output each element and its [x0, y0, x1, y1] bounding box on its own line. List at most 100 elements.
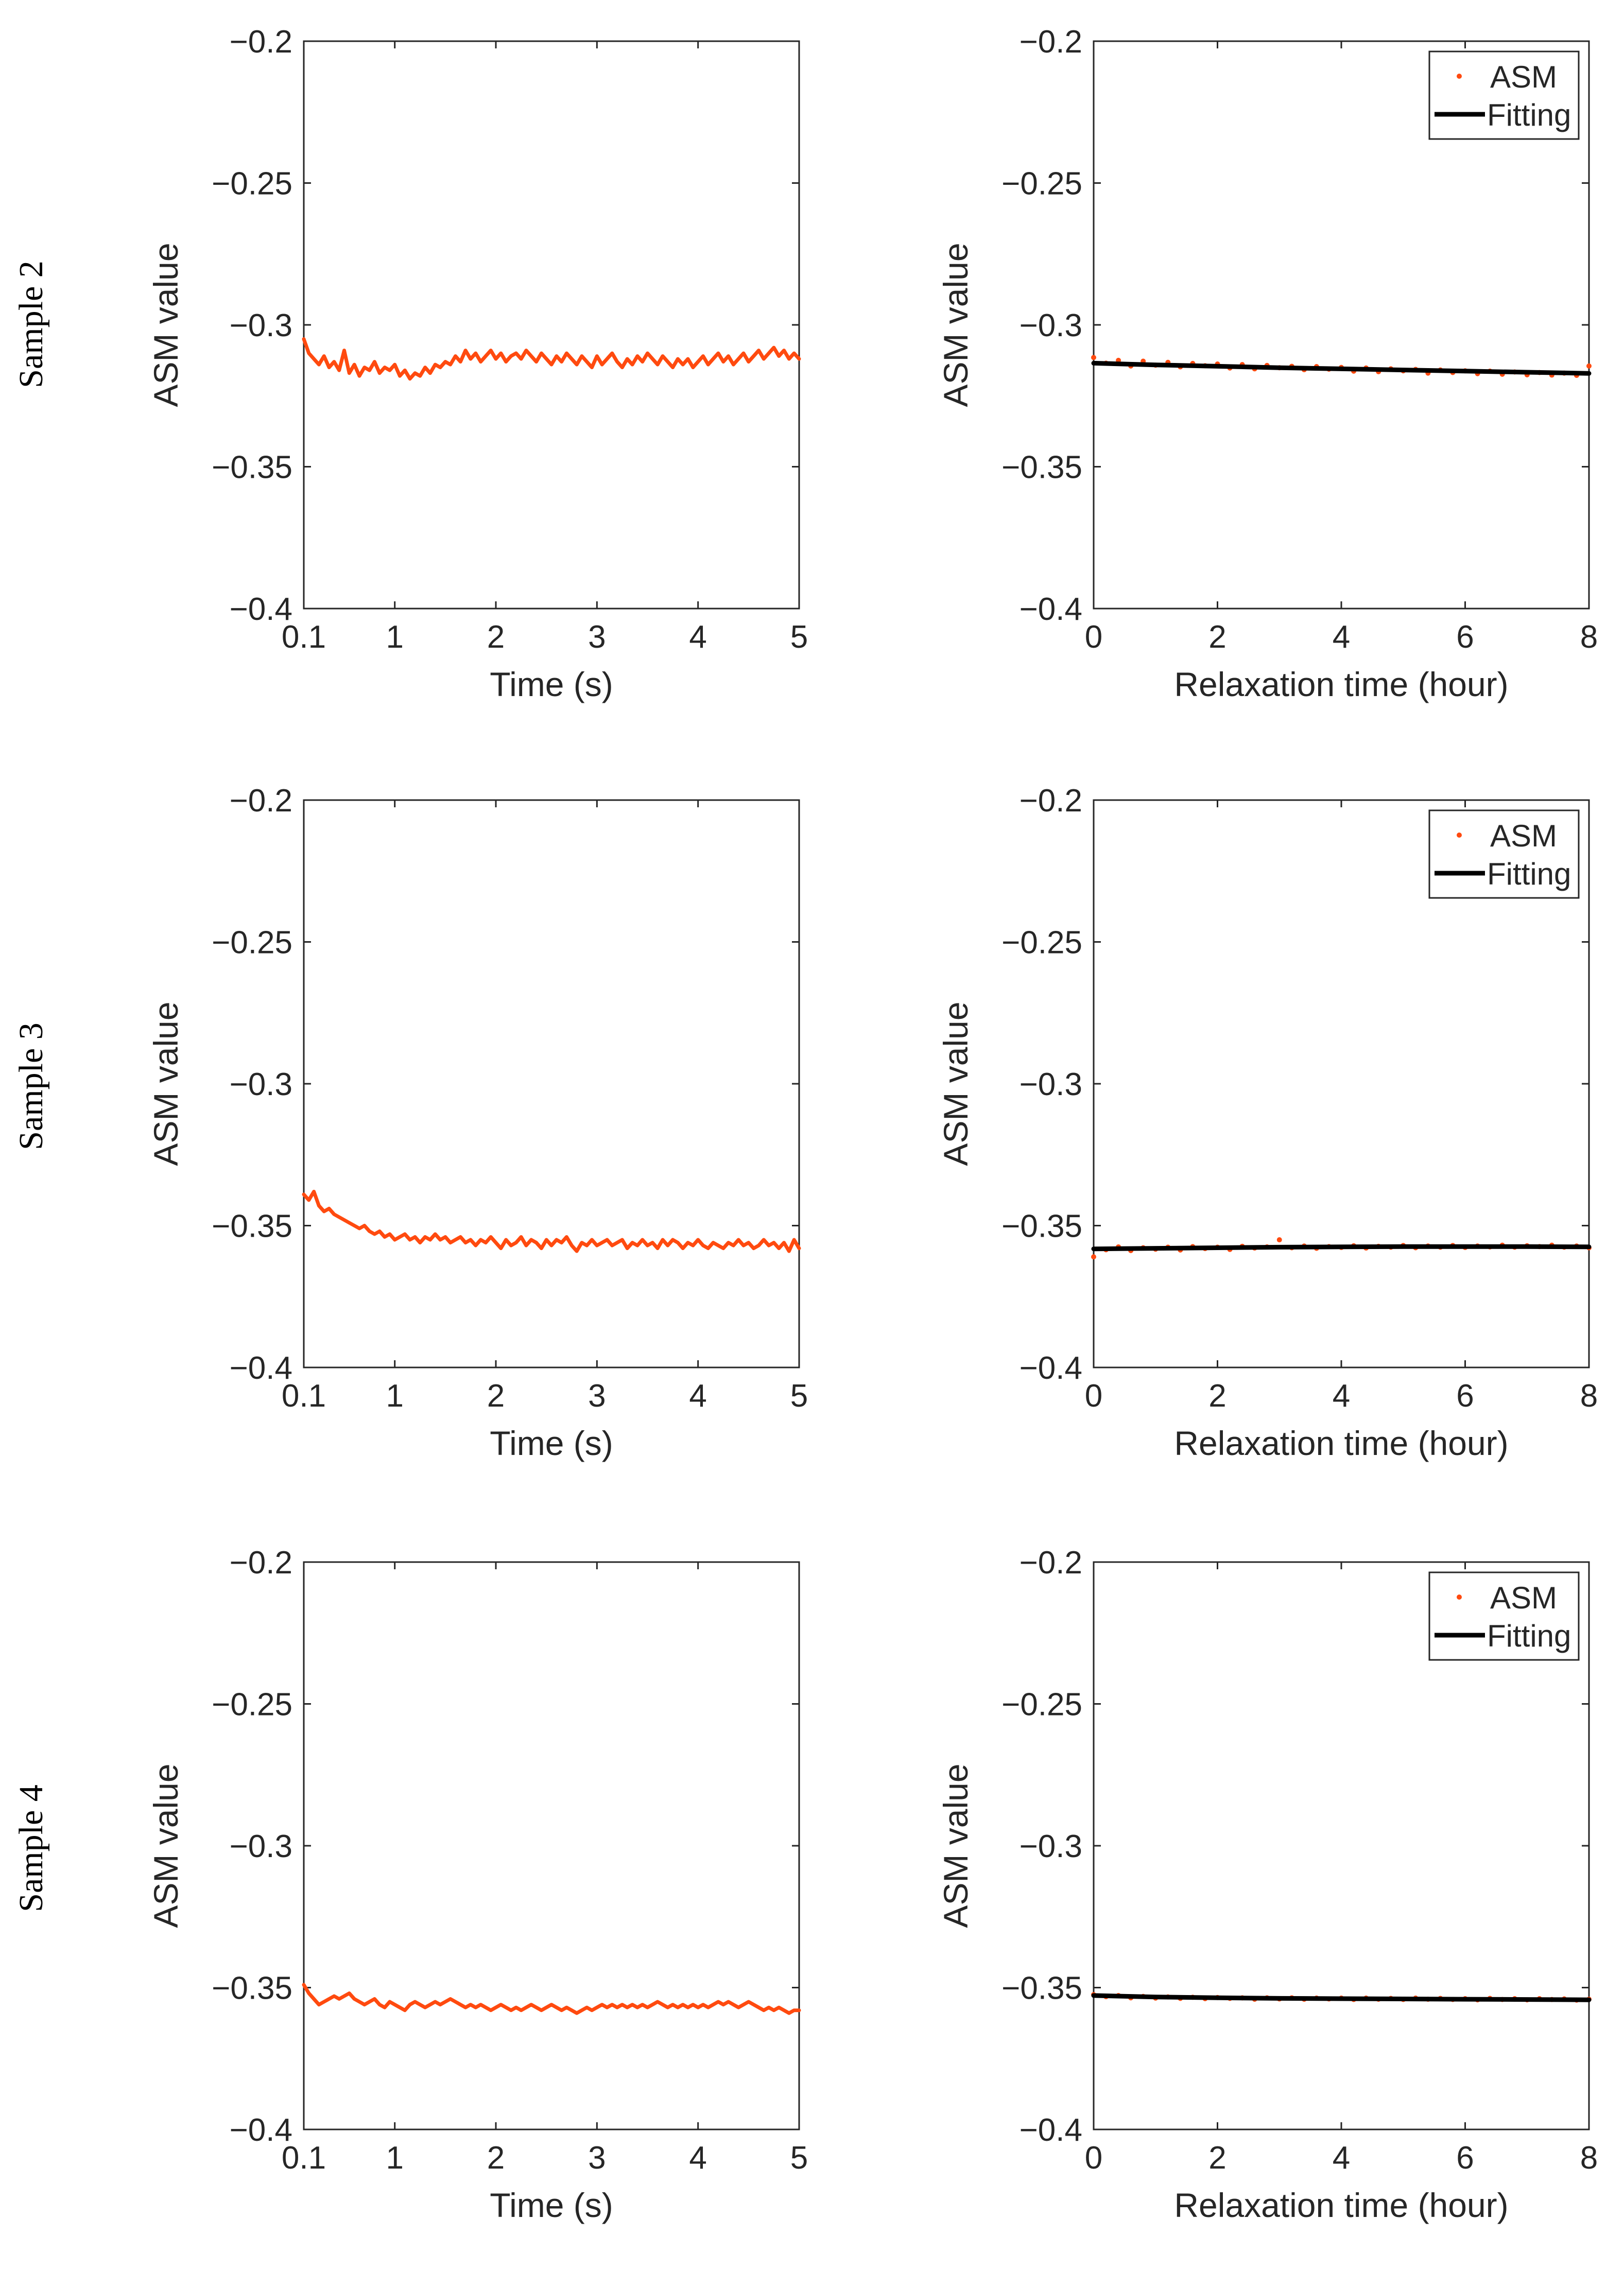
x-axis-label: Relaxation time (hour)	[1174, 665, 1508, 703]
y-tick-label: −0.2	[230, 24, 292, 60]
legend-asm-marker	[1457, 1595, 1462, 1600]
asm-line	[302, 1983, 801, 2015]
panel-sample-4-asm-vs-relaxation: 0 2 4 6 8 −0.2 −0.25 −0.3 −0.35 −0.4 Relaxation ti…	[937, 1545, 1598, 2224]
legend-label-asm: ASM	[1490, 819, 1557, 853]
x-tick-label: 3	[588, 2140, 606, 2176]
asm-point	[1091, 1254, 1096, 1260]
x-tick-label: 0	[1085, 2140, 1102, 2176]
asm-point	[1276, 1237, 1282, 1243]
x-tick-label: 3	[588, 619, 606, 655]
legend-label-fitting: Fitting	[1487, 857, 1571, 891]
x-axis-label: Time (s)	[490, 665, 613, 703]
plot-area-frame	[303, 1561, 800, 2130]
x-tick-label: 3	[588, 1378, 606, 1414]
legend-box	[1428, 50, 1580, 140]
y-tick-label: −0.4	[230, 1350, 292, 1386]
y-tick-label: −0.4	[230, 592, 292, 627]
x-tick-label: 6	[1456, 2140, 1474, 2176]
legend-label-fitting: Fitting	[1487, 1619, 1571, 1653]
x-tick-label: 2	[487, 2140, 505, 2176]
panel-sample-3-asm-vs-time: 0.1 1 2 3 4 5 −0.2 −0.25 −0.3 −0.35 −0.4 Time (s) AS…	[147, 783, 808, 1462]
y-tick-label: −0.35	[1001, 450, 1082, 486]
x-axis-label: Time (s)	[490, 2186, 613, 2224]
y-tick-label: −0.25	[1001, 166, 1082, 202]
legend-label-asm: ASM	[1490, 1581, 1557, 1615]
legend-box	[1428, 1571, 1580, 1661]
panel-sample-2-asm-vs-relaxation: 0 2 4 6 8 −0.2 −0.25 −0.3 −0.35 −0.4 Relaxation ti…	[937, 24, 1598, 703]
y-axis-label: ASM value	[147, 242, 185, 407]
x-tick-label: 5	[790, 619, 808, 655]
x-tick-label: 2	[1208, 2140, 1226, 2176]
x-tick-label: 1	[386, 1378, 403, 1414]
legend-label-fitting: Fitting	[1487, 98, 1571, 132]
x-tick-label: 0.1	[282, 1378, 326, 1414]
x-tick-label: 0	[1085, 619, 1102, 655]
y-tick-label: −0.25	[212, 166, 292, 202]
row-label-sample-4: Sample 4	[12, 1784, 50, 1912]
panel-sample-4-asm-vs-time: 0.1 1 2 3 4 5 −0.2 −0.25 −0.3 −0.35 −0.4 Time (s) AS…	[147, 1545, 808, 2224]
x-tick-label: 8	[1580, 2140, 1598, 2176]
plot-area-frame	[303, 40, 800, 610]
panel-sample-3-asm-vs-relaxation: 0 2 4 6 8 −0.2 −0.25 −0.3 −0.35 −0.4 Relaxation ti…	[937, 783, 1598, 1462]
x-tick-label: 2	[487, 1378, 505, 1414]
y-tick-label: −0.25	[212, 925, 292, 961]
y-tick-label: −0.3	[230, 1829, 292, 1864]
x-tick-label: 4	[689, 619, 706, 655]
asm-line	[302, 1189, 801, 1253]
x-tick-label: 1	[386, 2140, 403, 2176]
x-tick-label: 6	[1456, 619, 1474, 655]
y-axis-label: ASM value	[937, 242, 975, 407]
y-tick-label: −0.2	[1020, 24, 1082, 60]
y-tick-label: −0.3	[1020, 308, 1082, 343]
x-tick-label: 4	[1333, 1378, 1350, 1414]
x-tick-label: 5	[790, 1378, 808, 1414]
y-axis-label: ASM value	[147, 1763, 185, 1928]
asm-point	[1091, 355, 1096, 360]
y-tick-label: −0.4	[1020, 592, 1082, 627]
x-tick-label: 8	[1580, 619, 1598, 655]
fitting-line	[1091, 1993, 1592, 2002]
y-tick-label: −0.4	[230, 2112, 292, 2148]
x-axis-label: Time (s)	[490, 1424, 613, 1462]
x-tick-label: 2	[1208, 619, 1226, 655]
fitting-line	[1091, 1244, 1592, 1252]
x-tick-label: 2	[1208, 1378, 1226, 1414]
x-axis-label: Relaxation time (hour)	[1174, 1424, 1508, 1462]
y-tick-label: −0.2	[230, 1545, 292, 1581]
y-tick-label: −0.35	[212, 1971, 292, 2006]
y-tick-label: −0.35	[212, 1209, 292, 1244]
row-label-sample-2: Sample 2	[12, 261, 50, 388]
fitting-line	[1091, 360, 1592, 376]
x-tick-label: 4	[689, 2140, 706, 2176]
y-tick-label: −0.35	[1001, 1209, 1082, 1244]
asm-point	[1586, 363, 1592, 369]
x-tick-label: 5	[790, 2140, 808, 2176]
y-tick-label: −0.2	[1020, 783, 1082, 819]
x-tick-label: 4	[1333, 619, 1350, 655]
y-tick-label: −0.2	[230, 783, 292, 819]
x-tick-label: 2	[487, 619, 505, 655]
x-tick-label: 4	[689, 1378, 706, 1414]
x-tick-label: 8	[1580, 1378, 1598, 1414]
x-tick-label: 6	[1456, 1378, 1474, 1414]
y-tick-label: −0.25	[212, 1687, 292, 1723]
y-tick-label: −0.25	[1001, 925, 1082, 961]
y-tick-label: −0.3	[1020, 1067, 1082, 1102]
y-tick-label: −0.3	[230, 308, 292, 343]
x-tick-label: 1	[386, 619, 403, 655]
legend-box	[1428, 809, 1580, 899]
legend-label-asm: ASM	[1490, 60, 1557, 94]
y-tick-label: −0.4	[1020, 2112, 1082, 2148]
x-tick-label: 0.1	[282, 619, 326, 655]
y-tick-label: −0.3	[230, 1067, 292, 1102]
y-tick-label: −0.25	[1001, 1687, 1082, 1723]
y-tick-label: −0.4	[1020, 1350, 1082, 1386]
y-tick-label: −0.2	[1020, 1545, 1082, 1581]
y-axis-label: ASM value	[147, 1001, 185, 1166]
x-tick-label: 4	[1333, 2140, 1350, 2176]
y-tick-label: −0.35	[1001, 1971, 1082, 2006]
plot-area-frame	[303, 799, 800, 1368]
x-tick-label: 0.1	[282, 2140, 326, 2176]
y-axis-label: ASM value	[937, 1763, 975, 1928]
